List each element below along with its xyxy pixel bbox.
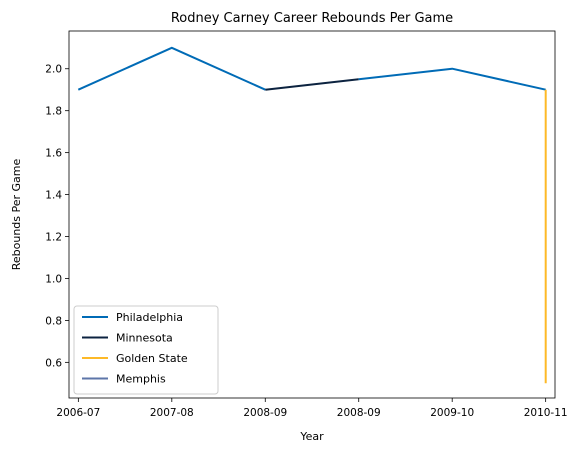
- plot-lines: [77, 46, 547, 384]
- legend-label-philadelphia: Philadelphia: [116, 311, 183, 324]
- x-tick-label: 2006-07: [56, 407, 100, 419]
- chart-title: Rodney Carney Career Rebounds Per Game: [171, 11, 453, 26]
- x-tick-label: 2008-09: [337, 407, 381, 419]
- legend-label-memphis: Memphis: [116, 373, 166, 386]
- y-tick-label: 0.6: [45, 357, 62, 369]
- legend-label-minnesota: Minnesota: [116, 332, 173, 345]
- y-tick-label: 1.0: [45, 273, 62, 285]
- x-axis-ticks: 2006-07 2007-08 2008-09 2008-09 2009-10 2010-…: [56, 398, 568, 419]
- x-tick-label: 2008-09: [243, 407, 287, 419]
- y-tick-label: 1.2: [45, 232, 62, 244]
- x-tick-label: 2010-11: [524, 407, 568, 419]
- series-line-minnesota-1: [265, 78, 359, 91]
- legend: Philadelphia Minnesota Golden State Memphis: [73, 305, 219, 395]
- y-tick-label: 0.8: [45, 315, 62, 327]
- legend-label-golden-state: Golden State: [116, 352, 188, 365]
- series-line-philadelphia-2: [358, 67, 546, 91]
- y-axis-label: Rebounds Per Game: [10, 158, 23, 270]
- x-tick-label: 2009-10: [430, 407, 474, 419]
- y-tick-label: 1.4: [45, 190, 62, 202]
- legend-frame: [73, 305, 219, 395]
- y-axis-ticks: 0.6 0.8 1.0 1.2 1.4 1.6 1.8 2.0: [45, 64, 69, 369]
- y-tick-label: 1.8: [45, 106, 62, 118]
- series-line-philadelphia-0: [77, 46, 266, 91]
- y-tick-label: 2.0: [45, 64, 62, 76]
- x-axis-label: Year: [299, 430, 324, 443]
- x-tick-label: 2007-08: [150, 407, 194, 419]
- y-tick-label: 1.6: [45, 148, 62, 160]
- plot-frame: [68, 30, 556, 399]
